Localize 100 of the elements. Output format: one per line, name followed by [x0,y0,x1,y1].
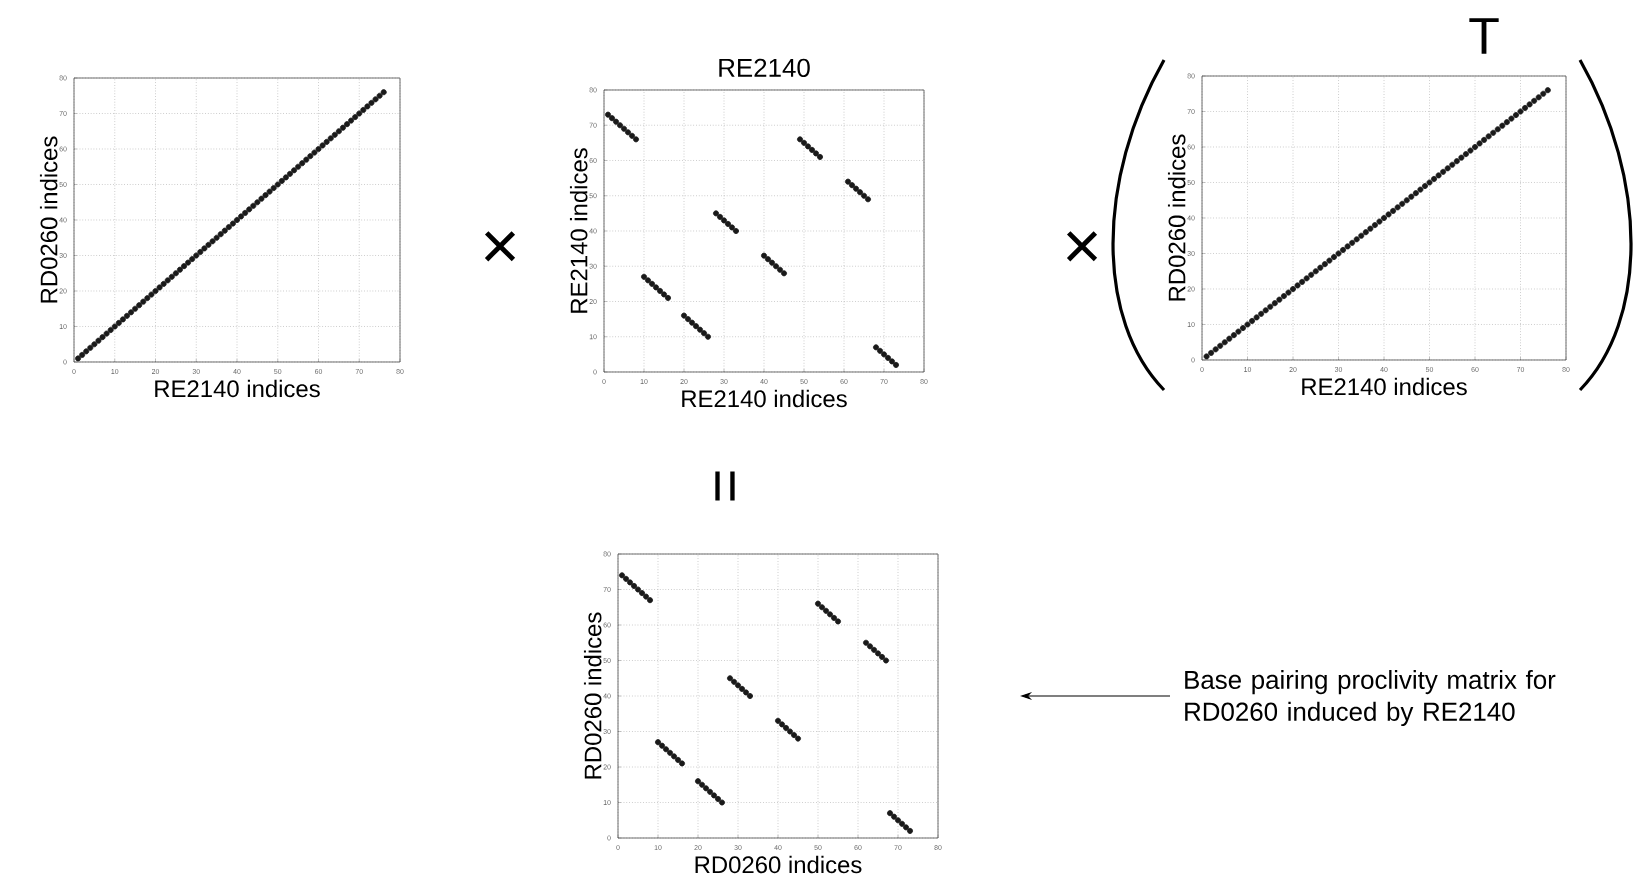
point [715,795,721,802]
y-axis-title: RD0260 indices [39,136,58,303]
point [777,266,783,273]
point [639,590,645,597]
point [725,220,731,227]
point [727,675,733,682]
point [805,143,811,150]
y-axis-title: RE2140 indices [569,148,588,313]
x-axis-title: RE2140 indices [682,389,847,408]
point [739,685,745,692]
point [881,351,887,358]
point [649,280,655,287]
point [695,778,701,785]
point [633,136,639,143]
point [895,817,901,824]
text: × [484,231,516,262]
point [631,582,637,589]
point [907,827,913,834]
point [735,682,741,689]
x-axis-title: RD0260 indices [695,855,862,874]
point [743,689,749,696]
point [657,287,663,294]
point [705,333,711,340]
point [671,753,677,760]
point [617,122,623,129]
point [877,347,883,354]
point [831,614,837,621]
point [663,746,669,753]
point [679,760,685,767]
text: × [1066,231,1098,262]
point [619,572,625,579]
text: = [715,471,735,501]
point [621,125,627,132]
point [625,129,631,136]
point [875,650,881,657]
x-axis-title: RE2140 indices [1302,377,1467,396]
point [781,270,787,277]
point [853,185,859,192]
point [787,728,793,735]
point [835,618,841,625]
point [659,742,665,749]
point [717,213,723,220]
point [731,678,737,685]
point [693,323,699,330]
point [681,312,687,319]
point [711,792,717,799]
point [801,139,807,146]
point [863,639,869,646]
point [701,330,707,337]
point [885,354,891,361]
point [865,196,871,203]
point [791,732,797,739]
point [883,657,889,664]
point [819,604,825,611]
point [769,259,775,266]
point [849,182,855,189]
point [703,785,709,792]
point [873,344,879,351]
point [665,294,671,301]
point [879,653,885,660]
point [643,593,649,600]
point [645,277,651,284]
point [857,189,863,196]
point [609,115,615,122]
point [697,326,703,333]
point [719,799,725,806]
point [891,813,897,820]
point [809,146,815,153]
point [623,575,629,582]
point [903,824,909,831]
chart-title: RE2140 [719,58,810,77]
point [721,217,727,224]
point [773,263,779,270]
point [613,118,619,125]
point [661,291,667,298]
point [765,256,771,263]
text: T [1469,18,1499,54]
point [689,319,695,326]
point [675,756,681,763]
text: Base pairing proclivity matrix for RD0260 induced by RE2140 [1185,669,1556,727]
point [655,739,661,746]
point [629,132,635,139]
point [867,643,873,650]
point [893,361,899,368]
point [823,607,829,614]
point [605,111,611,118]
point [871,646,877,653]
point [827,611,833,618]
point [647,597,653,604]
point [795,735,801,742]
point [641,273,647,280]
point [713,210,719,217]
point [707,788,713,795]
point [747,693,753,699]
point [775,717,781,724]
point [729,224,735,231]
point [699,781,705,788]
point [685,316,691,323]
point [813,150,819,157]
point [899,820,905,827]
